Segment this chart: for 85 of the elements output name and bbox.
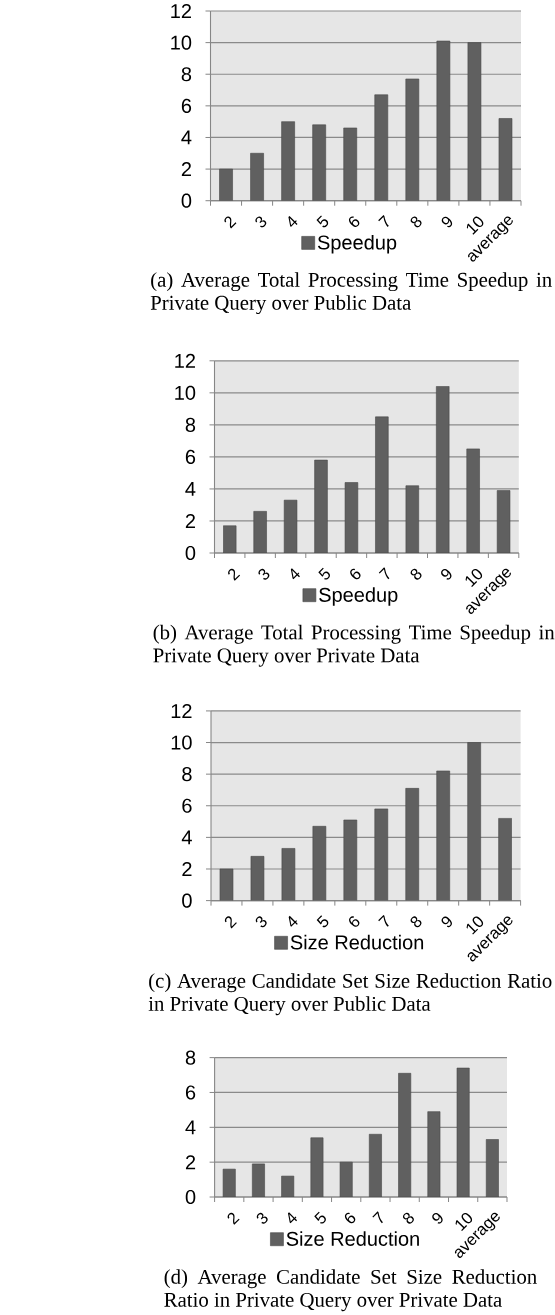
y-tick-label: 2 (185, 1155, 196, 1170)
y-tick-label: 12 (171, 4, 191, 18)
y-tick-label: 8 (181, 67, 192, 82)
bar (219, 868, 234, 901)
bar (253, 511, 267, 554)
y-tick-label: 6 (182, 798, 192, 813)
x-tick-label: 7 (378, 215, 389, 227)
y-tick-label: 6 (185, 449, 196, 464)
bar (343, 127, 358, 201)
bar (405, 788, 420, 901)
bar (374, 94, 389, 201)
x-tick-label: 8 (410, 916, 422, 928)
x-tick-label: 5 (314, 1211, 326, 1224)
bar (314, 459, 328, 554)
x-tick-label: 9 (432, 1212, 443, 1224)
bar (467, 742, 481, 901)
x-tick-label: 9 (441, 568, 452, 580)
x-tick-label: 8 (410, 568, 422, 580)
legend-label: Size Reduction (290, 934, 424, 950)
x-tick-label: 2 (227, 1212, 240, 1225)
x-tick-label: 8 (402, 1212, 414, 1224)
x-tick-label: 3 (255, 216, 267, 228)
text: (d) Average Candidate Set Size Reduction Ratio in Private Query over Private Data (164, 1269, 537, 1312)
legend-label: Size Reduction (286, 1231, 419, 1246)
x-tick-label: 7 (372, 1211, 383, 1224)
x-tick-label: 2 (224, 216, 237, 229)
y-tick-label: 10 (171, 735, 192, 750)
y-tick-label: 4 (181, 830, 192, 845)
y-tick-label: 2 (182, 862, 192, 876)
x-tick-label: 2 (228, 568, 241, 581)
x-tick-label: 4 (288, 915, 298, 927)
y-tick-label: 4 (185, 1120, 196, 1135)
bar (466, 448, 480, 554)
x-tick-label: 4 (290, 568, 300, 580)
bar (405, 78, 420, 201)
legend-label: Speedup (317, 234, 397, 254)
y-tick-label: 8 (182, 767, 192, 782)
x-tick-label: 7 (378, 914, 389, 927)
x-tick-label: 5 (316, 915, 329, 928)
y-tick-label: 6 (185, 1085, 196, 1100)
bar (281, 848, 296, 901)
x-tick-label: 6 (348, 216, 360, 227)
x-tick-label: 6 (349, 916, 360, 927)
y-tick-label: 4 (185, 482, 196, 496)
x-tick-label: 5 (318, 567, 330, 580)
bar (312, 826, 327, 901)
x-tick-label: 3 (256, 1212, 268, 1224)
y-tick-label: 6 (181, 98, 192, 113)
bar (250, 856, 265, 901)
x-tick-label: 6 (350, 568, 361, 580)
x-tick-label: 5 (316, 215, 329, 228)
x-tick-label: 3 (258, 568, 270, 580)
x-tick-label: 2 (224, 916, 237, 929)
bar (374, 808, 389, 901)
y-tick-label: 2 (181, 162, 191, 177)
y-tick-label: 10 (175, 385, 196, 400)
text: (c) Average Candidate Set Size Reduction Ratio in Private Query over Public Data (148, 973, 552, 1016)
legend-label: Speedup (319, 587, 398, 606)
y-tick-label: 2 (185, 513, 195, 528)
y-tick-label: 4 (181, 130, 192, 145)
y-tick-label: 12 (171, 703, 192, 718)
bar (375, 416, 389, 554)
x-tick-label: 9 (441, 916, 452, 928)
bar (343, 819, 358, 901)
y-tick-label: 0 (185, 1189, 196, 1205)
y-tick-label: 8 (185, 417, 196, 432)
y-tick-label: 0 (185, 545, 196, 561)
y-tick-label: 10 (171, 35, 192, 50)
text: (b) Average Total Processing Time Speedup in Private Query over Private Data (153, 624, 555, 667)
bar (281, 121, 295, 201)
y-tick-label: 0 (182, 893, 192, 908)
y-tick-label: 12 (175, 353, 195, 368)
x-tick-label: 8 (410, 216, 422, 228)
bar (498, 818, 512, 901)
text: (a) Average Total Processing Time Speedup in Private Query over Public Data (150, 272, 552, 315)
x-tick-label: 4 (288, 215, 298, 227)
bar (436, 770, 451, 901)
bar (312, 124, 326, 201)
x-tick-label: 3 (255, 916, 267, 928)
x-tick-label: 7 (378, 567, 390, 580)
y-tick-label: 8 (185, 1050, 196, 1065)
y-tick-label: 0 (181, 193, 192, 208)
x-tick-label: 9 (441, 216, 453, 228)
x-tick-label: 4 (287, 1212, 298, 1224)
x-tick-label: 6 (344, 1212, 356, 1224)
